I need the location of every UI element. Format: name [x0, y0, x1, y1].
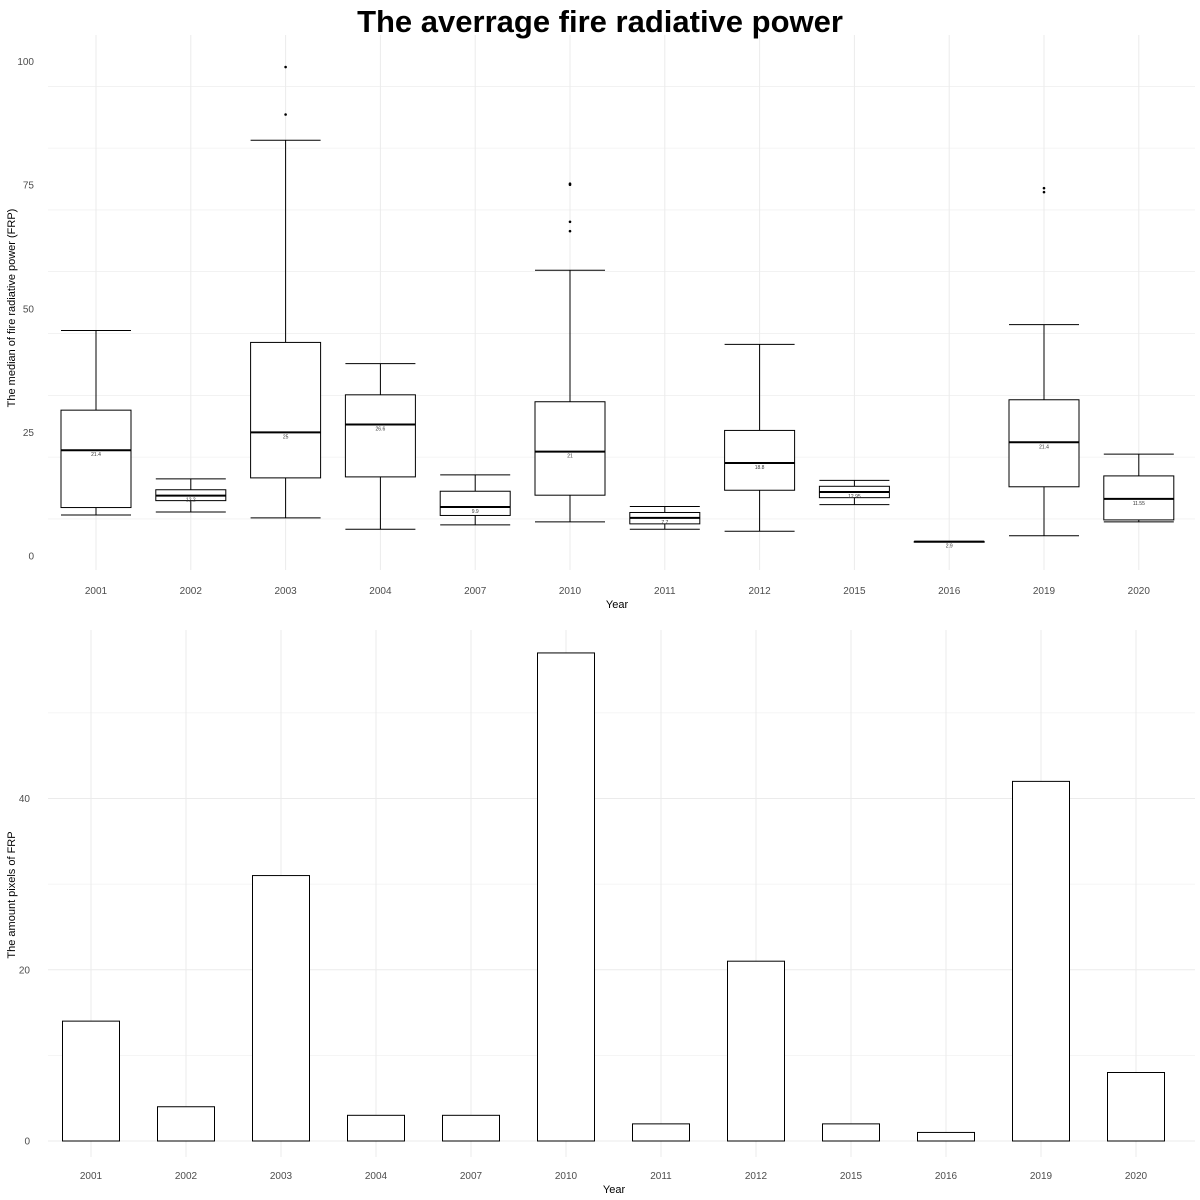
bar-x-tick-label: 2011	[650, 1171, 672, 1182]
boxplot-x-tick-label: 2012	[748, 586, 771, 597]
bar-2012	[727, 960, 785, 1142]
boxplot-box-2004: 26.6	[344, 363, 416, 530]
bar-2011	[632, 1123, 690, 1142]
boxplot-median-label: 2.9	[946, 544, 953, 550]
bar-x-tick-label: 2015	[840, 1171, 863, 1182]
bar-2003	[252, 875, 310, 1142]
boxplot-box-2010: 21	[534, 182, 606, 523]
boxplot-median-label: 21.4	[91, 452, 101, 458]
boxplot-median-label: 21.4	[1039, 444, 1049, 450]
boxplot-outlier-point	[284, 65, 287, 69]
bar-x-tick-label: 2016	[935, 1171, 958, 1182]
boxplot-median-label: 7.7	[661, 520, 668, 526]
boxplot-box-2012: 18.8	[724, 343, 796, 532]
boxplot-x-tick-label: 2001	[85, 586, 108, 597]
boxplot-x-axis-label: Year	[606, 599, 629, 611]
boxplot-iqr-box	[250, 341, 322, 479]
boxplot-x-tick-label: 2002	[180, 586, 203, 597]
boxplot-outlier-point	[568, 182, 572, 186]
bar-y-tick-label: 40	[19, 794, 31, 805]
boxplot-iqr-box	[724, 429, 796, 491]
bar-x-tick-label: 2010	[555, 1171, 578, 1182]
boxplot-median-label: 26.6	[376, 426, 386, 432]
boxplot-outlier-point	[568, 229, 572, 233]
boxplot-box-2015: 12.95	[818, 479, 890, 506]
boxplot-y-tick-label: 25	[23, 428, 35, 439]
boxplot-outlier-point	[568, 220, 572, 224]
boxplot-x-tick-label: 2003	[274, 586, 297, 597]
bar-2001	[62, 1020, 120, 1142]
boxplot-y-tick-label: 0	[28, 552, 34, 563]
boxplot-iqr-box	[60, 409, 132, 509]
boxplot-outlier-point	[284, 113, 287, 116]
boxplot-median-label: 18.8	[755, 465, 765, 471]
boxplot-median-label: 12.2	[186, 498, 196, 504]
bar-2010	[537, 652, 595, 1142]
boxplot-y-tick-label: 50	[23, 304, 35, 315]
bar-2002	[157, 1106, 215, 1142]
bar-x-tick-label: 2001	[80, 1171, 103, 1182]
bar-2020	[1107, 1072, 1165, 1142]
boxplot-panel: 21.4 12.2 25 26.6 9.9 21 7.7 18.8 12.95 2.9 21.4 11…	[6, 35, 1195, 611]
boxplot-outlier-point	[1042, 190, 1046, 194]
bar-2019	[1012, 780, 1070, 1142]
boxplot-y-tick-label: 75	[23, 181, 35, 192]
boxplot-median-label: 25	[283, 434, 289, 440]
bar-x-axis-label: Year	[603, 1184, 626, 1196]
page-title: The averrage fire radiative power	[357, 4, 843, 39]
boxplot-x-tick-label: 2007	[464, 586, 487, 597]
boxplot-median-label: 21	[567, 454, 573, 460]
boxplot-x-tick-label: 2015	[843, 586, 866, 597]
bar-x-tick-label: 2019	[1030, 1171, 1053, 1182]
bar-2004	[347, 1114, 405, 1142]
bar-x-tick-label: 2007	[460, 1171, 483, 1182]
bar-y-tick-label: 20	[19, 965, 31, 976]
boxplot-x-tick-label: 2011	[654, 586, 676, 597]
bar-x-tick-label: 2020	[1125, 1171, 1148, 1182]
bar-y-tick-label: 0	[24, 1137, 30, 1148]
bar-2016	[917, 1131, 975, 1142]
boxplot-iqr-box	[534, 401, 606, 496]
boxplot-x-tick-label: 2016	[938, 586, 961, 597]
boxplot-box-2007: 9.9	[439, 474, 511, 526]
bar-y-axis-label: The amount pixels of FRP	[6, 831, 18, 958]
boxplot-y-axis-label: The median of fire radiative power (FRP)	[6, 209, 18, 408]
bar-2007	[442, 1114, 500, 1142]
boxplot-median-label: 9.9	[472, 509, 479, 515]
boxplot-x-tick-label: 2019	[1033, 586, 1056, 597]
boxplot-box-2001: 21.4	[60, 330, 132, 516]
boxplot-box-2011: 7.7	[629, 506, 701, 530]
bar-x-tick-label: 2004	[365, 1171, 388, 1182]
boxplot-box-2020: 11.55	[1103, 453, 1175, 523]
boxplot-iqr-box	[439, 490, 511, 516]
boxplot-box-2003: 25	[250, 65, 322, 519]
boxplot-iqr-box	[344, 394, 416, 478]
boxplot-x-tick-label: 2004	[369, 586, 392, 597]
boxplot-outlier-point	[1042, 186, 1046, 190]
boxplot-y-tick-label: 100	[17, 57, 34, 68]
boxplot-box-2019: 21.4	[1008, 186, 1080, 537]
bar-panel: 0 20 40 2001 2002 2003 2004 2007 2010 2011 2012 20…	[6, 630, 1195, 1196]
bar-x-tick-label: 2003	[270, 1171, 293, 1182]
boxplot-median-label: 11.55	[1133, 501, 1145, 507]
boxplot-x-tick-label: 2010	[559, 586, 582, 597]
bar-x-tick-label: 2012	[745, 1171, 768, 1182]
boxplot-median-label: 12.95	[848, 494, 861, 500]
bar-2015	[822, 1123, 880, 1142]
boxplot-box-2002: 12.2	[155, 478, 227, 513]
boxplot-box-2016: 2.9	[913, 540, 985, 550]
bar-x-tick-label: 2002	[175, 1171, 198, 1182]
boxplot-x-tick-label: 2020	[1128, 586, 1151, 597]
